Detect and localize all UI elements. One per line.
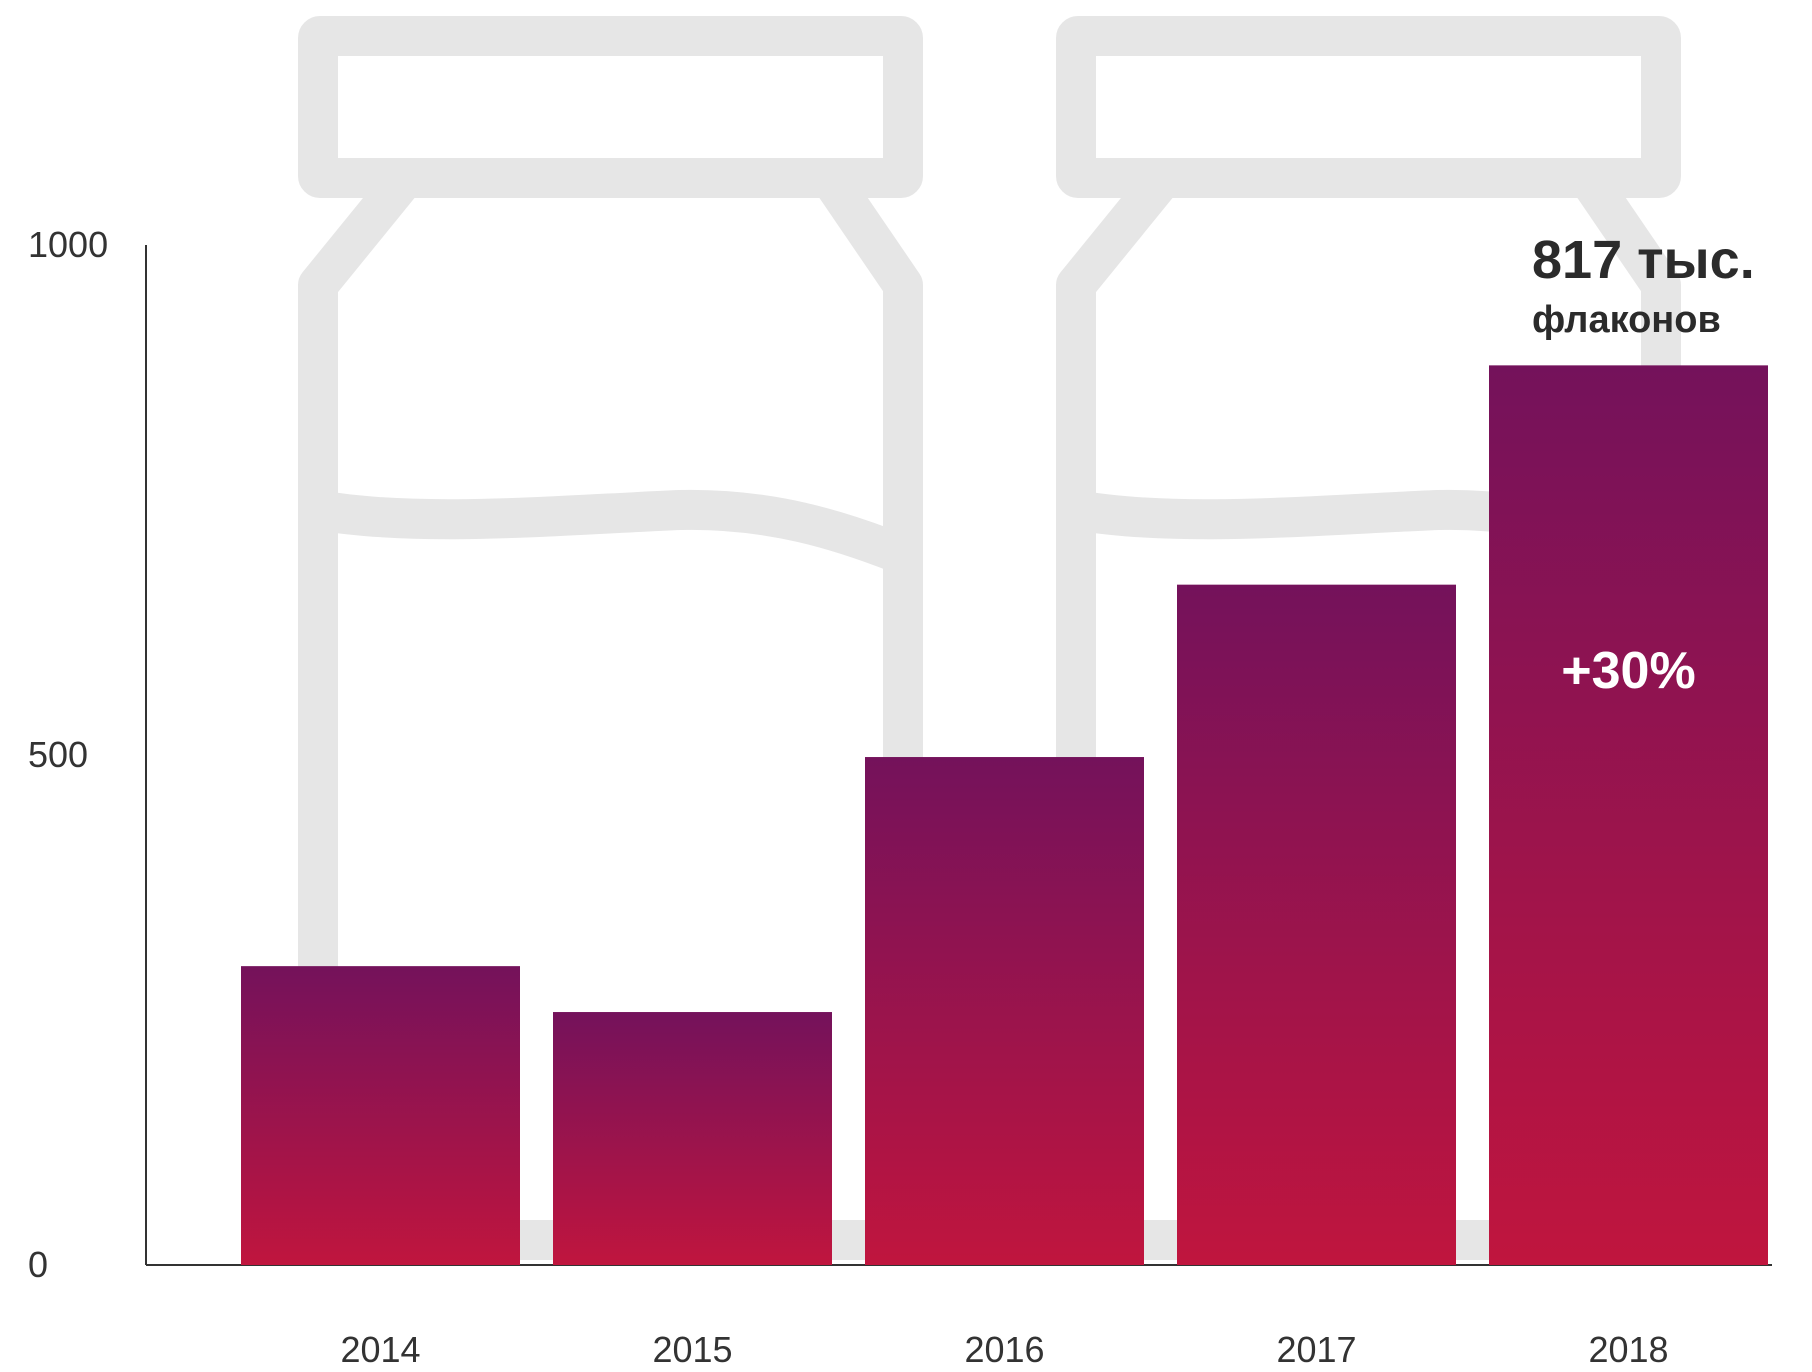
- bar-2014: [241, 966, 520, 1265]
- x-tick-label: 2017: [1276, 1329, 1356, 1370]
- bar-2017: [1177, 584, 1456, 1265]
- x-tick-label: 2018: [1588, 1329, 1668, 1370]
- x-tick-label: 2014: [340, 1329, 420, 1370]
- bar-annotation: +30%: [1561, 642, 1695, 700]
- y-tick-label: 0: [28, 1244, 48, 1285]
- y-tick-label: 1000: [28, 224, 108, 265]
- x-tick-label: 2015: [652, 1329, 732, 1370]
- callout-value: 817 тыс.: [1532, 230, 1755, 290]
- bar-2018: [1489, 365, 1768, 1265]
- bar-2016: [865, 757, 1144, 1265]
- y-tick-label: 500: [28, 734, 88, 775]
- callout-unit: флаконов: [1532, 299, 1721, 341]
- bar-2015: [553, 1012, 832, 1265]
- x-tick-label: 2016: [964, 1329, 1044, 1370]
